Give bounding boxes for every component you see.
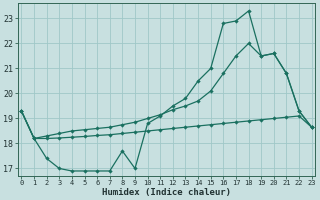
X-axis label: Humidex (Indice chaleur): Humidex (Indice chaleur) xyxy=(102,188,231,197)
